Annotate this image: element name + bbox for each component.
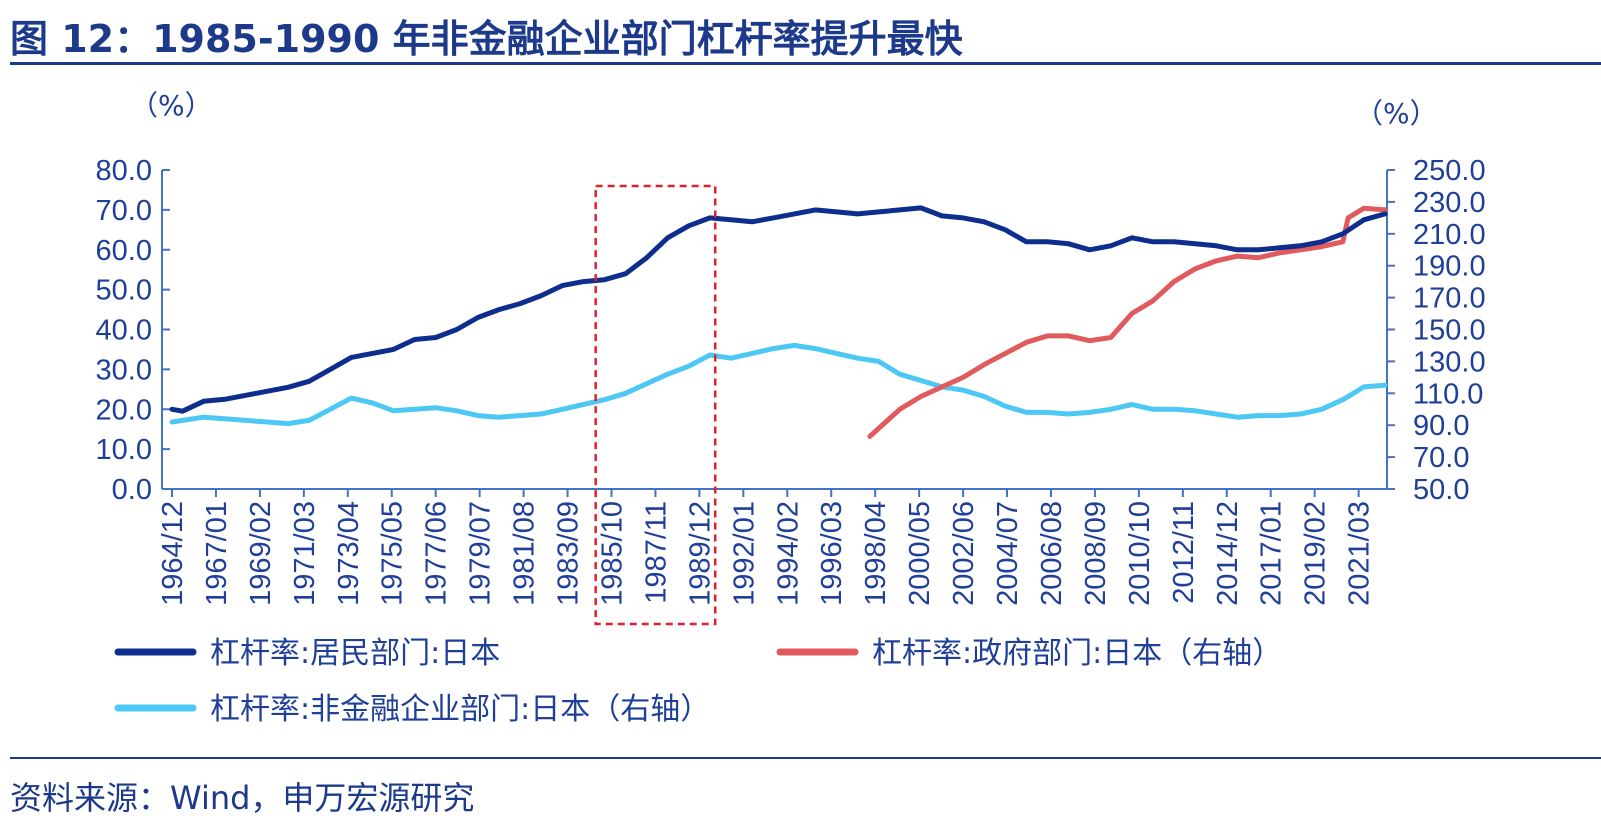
left-tick-label: 20.0 xyxy=(96,394,152,426)
highlight-box xyxy=(594,184,717,626)
right-tick-label: 150.0 xyxy=(1413,315,1486,347)
x-tick-label: 1967/01 xyxy=(201,501,233,606)
right-tick-label: 110.0 xyxy=(1413,378,1483,410)
source-note: 资料来源：Wind，申万宏源研究 xyxy=(10,779,475,817)
leverage-line-chart: （%） （%） 0.0 10.0 20.0 30.0 40.0 50.0 60.0 70.0 8… xyxy=(96,89,1486,727)
figure-title: 图 12：1985-1990 年非金融企业部门杠杆率提升最快 xyxy=(10,17,963,61)
series-line-corporate xyxy=(169,342,1388,427)
legend-label-corporate: 杠杆率:非金融企业部门:日本（右轴） xyxy=(210,692,710,727)
left-tick-label: 40.0 xyxy=(96,315,152,347)
x-tick-label: 2021/03 xyxy=(1344,501,1376,606)
x-tick-label: 2012/11 xyxy=(1168,501,1200,604)
x-tick-label: 2008/09 xyxy=(1080,501,1112,606)
x-tick-label: 1985/10 xyxy=(596,501,628,606)
right-axis-unit: （%） xyxy=(1355,97,1438,130)
x-tick-label: 1981/08 xyxy=(509,501,541,606)
left-tick-label: 30.0 xyxy=(96,354,152,386)
x-tick-label: 1998/04 xyxy=(860,501,892,606)
left-tick-label: 60.0 xyxy=(96,235,152,267)
x-tick-label: 1992/01 xyxy=(728,501,760,606)
right-tick-label: 210.0 xyxy=(1413,219,1486,251)
x-tick-label: 1969/02 xyxy=(245,501,277,606)
series-line-government xyxy=(867,205,1388,439)
left-tick-label: 70.0 xyxy=(96,195,152,227)
x-tick-label: 1975/05 xyxy=(377,501,409,606)
footer-rule xyxy=(10,757,1601,759)
left-tick-label: 80.0 xyxy=(96,155,152,187)
x-tick-label: 2000/05 xyxy=(904,501,936,606)
legend-label-government: 杠杆率:政府部门:日本（右轴） xyxy=(872,636,1282,671)
x-tick-label: 1996/03 xyxy=(816,501,848,606)
title-rule xyxy=(10,62,1601,65)
x-tick-label: 2006/08 xyxy=(1036,501,1068,606)
left-axis-unit: （%） xyxy=(130,89,213,122)
x-tick-label: 1971/03 xyxy=(289,501,321,606)
right-tick-label: 230.0 xyxy=(1413,187,1486,219)
series-line-household xyxy=(169,205,1388,414)
right-tick-label: 70.0 xyxy=(1413,442,1469,474)
x-tick-label: 1973/04 xyxy=(333,501,365,606)
legend-label-household: 杠杆率:居民部门:日本 xyxy=(210,636,500,671)
x-tick-label: 2002/06 xyxy=(948,501,980,606)
left-tick-label: 0.0 xyxy=(112,474,152,506)
legend: 杠杆率:居民部门:日本 杠杆率:政府部门:日本（右轴） 杠杆率:非金融企业部门:日本… xyxy=(114,636,1282,727)
axes-group: 0.010.020.030.040.050.060.070.080.050.07… xyxy=(96,155,1486,606)
x-tick-label: 1989/12 xyxy=(684,501,716,606)
x-tick-label: 1987/11 xyxy=(640,501,672,604)
right-tick-label: 250.0 xyxy=(1413,155,1486,187)
x-tick-label: 2010/10 xyxy=(1124,501,1156,606)
right-tick-label: 130.0 xyxy=(1413,346,1486,378)
right-tick-label: 90.0 xyxy=(1413,410,1469,442)
right-tick-label: 190.0 xyxy=(1413,251,1486,283)
x-tick-label: 1977/06 xyxy=(421,501,453,606)
x-tick-label: 2014/12 xyxy=(1212,501,1244,606)
x-tick-label: 2019/02 xyxy=(1300,501,1332,606)
series-group xyxy=(169,184,1388,626)
x-tick-label: 1964/12 xyxy=(157,501,189,606)
x-tick-label: 1983/09 xyxy=(553,501,585,606)
right-tick-label: 50.0 xyxy=(1413,474,1469,506)
x-tick-label: 1994/02 xyxy=(772,501,804,606)
x-tick-label: 2017/01 xyxy=(1256,501,1288,606)
x-tick-label: 2004/07 xyxy=(992,501,1024,606)
x-tick-label: 1979/07 xyxy=(465,501,497,606)
right-tick-label: 170.0 xyxy=(1413,283,1486,315)
left-tick-label: 10.0 xyxy=(96,434,152,466)
left-tick-label: 50.0 xyxy=(96,275,152,307)
